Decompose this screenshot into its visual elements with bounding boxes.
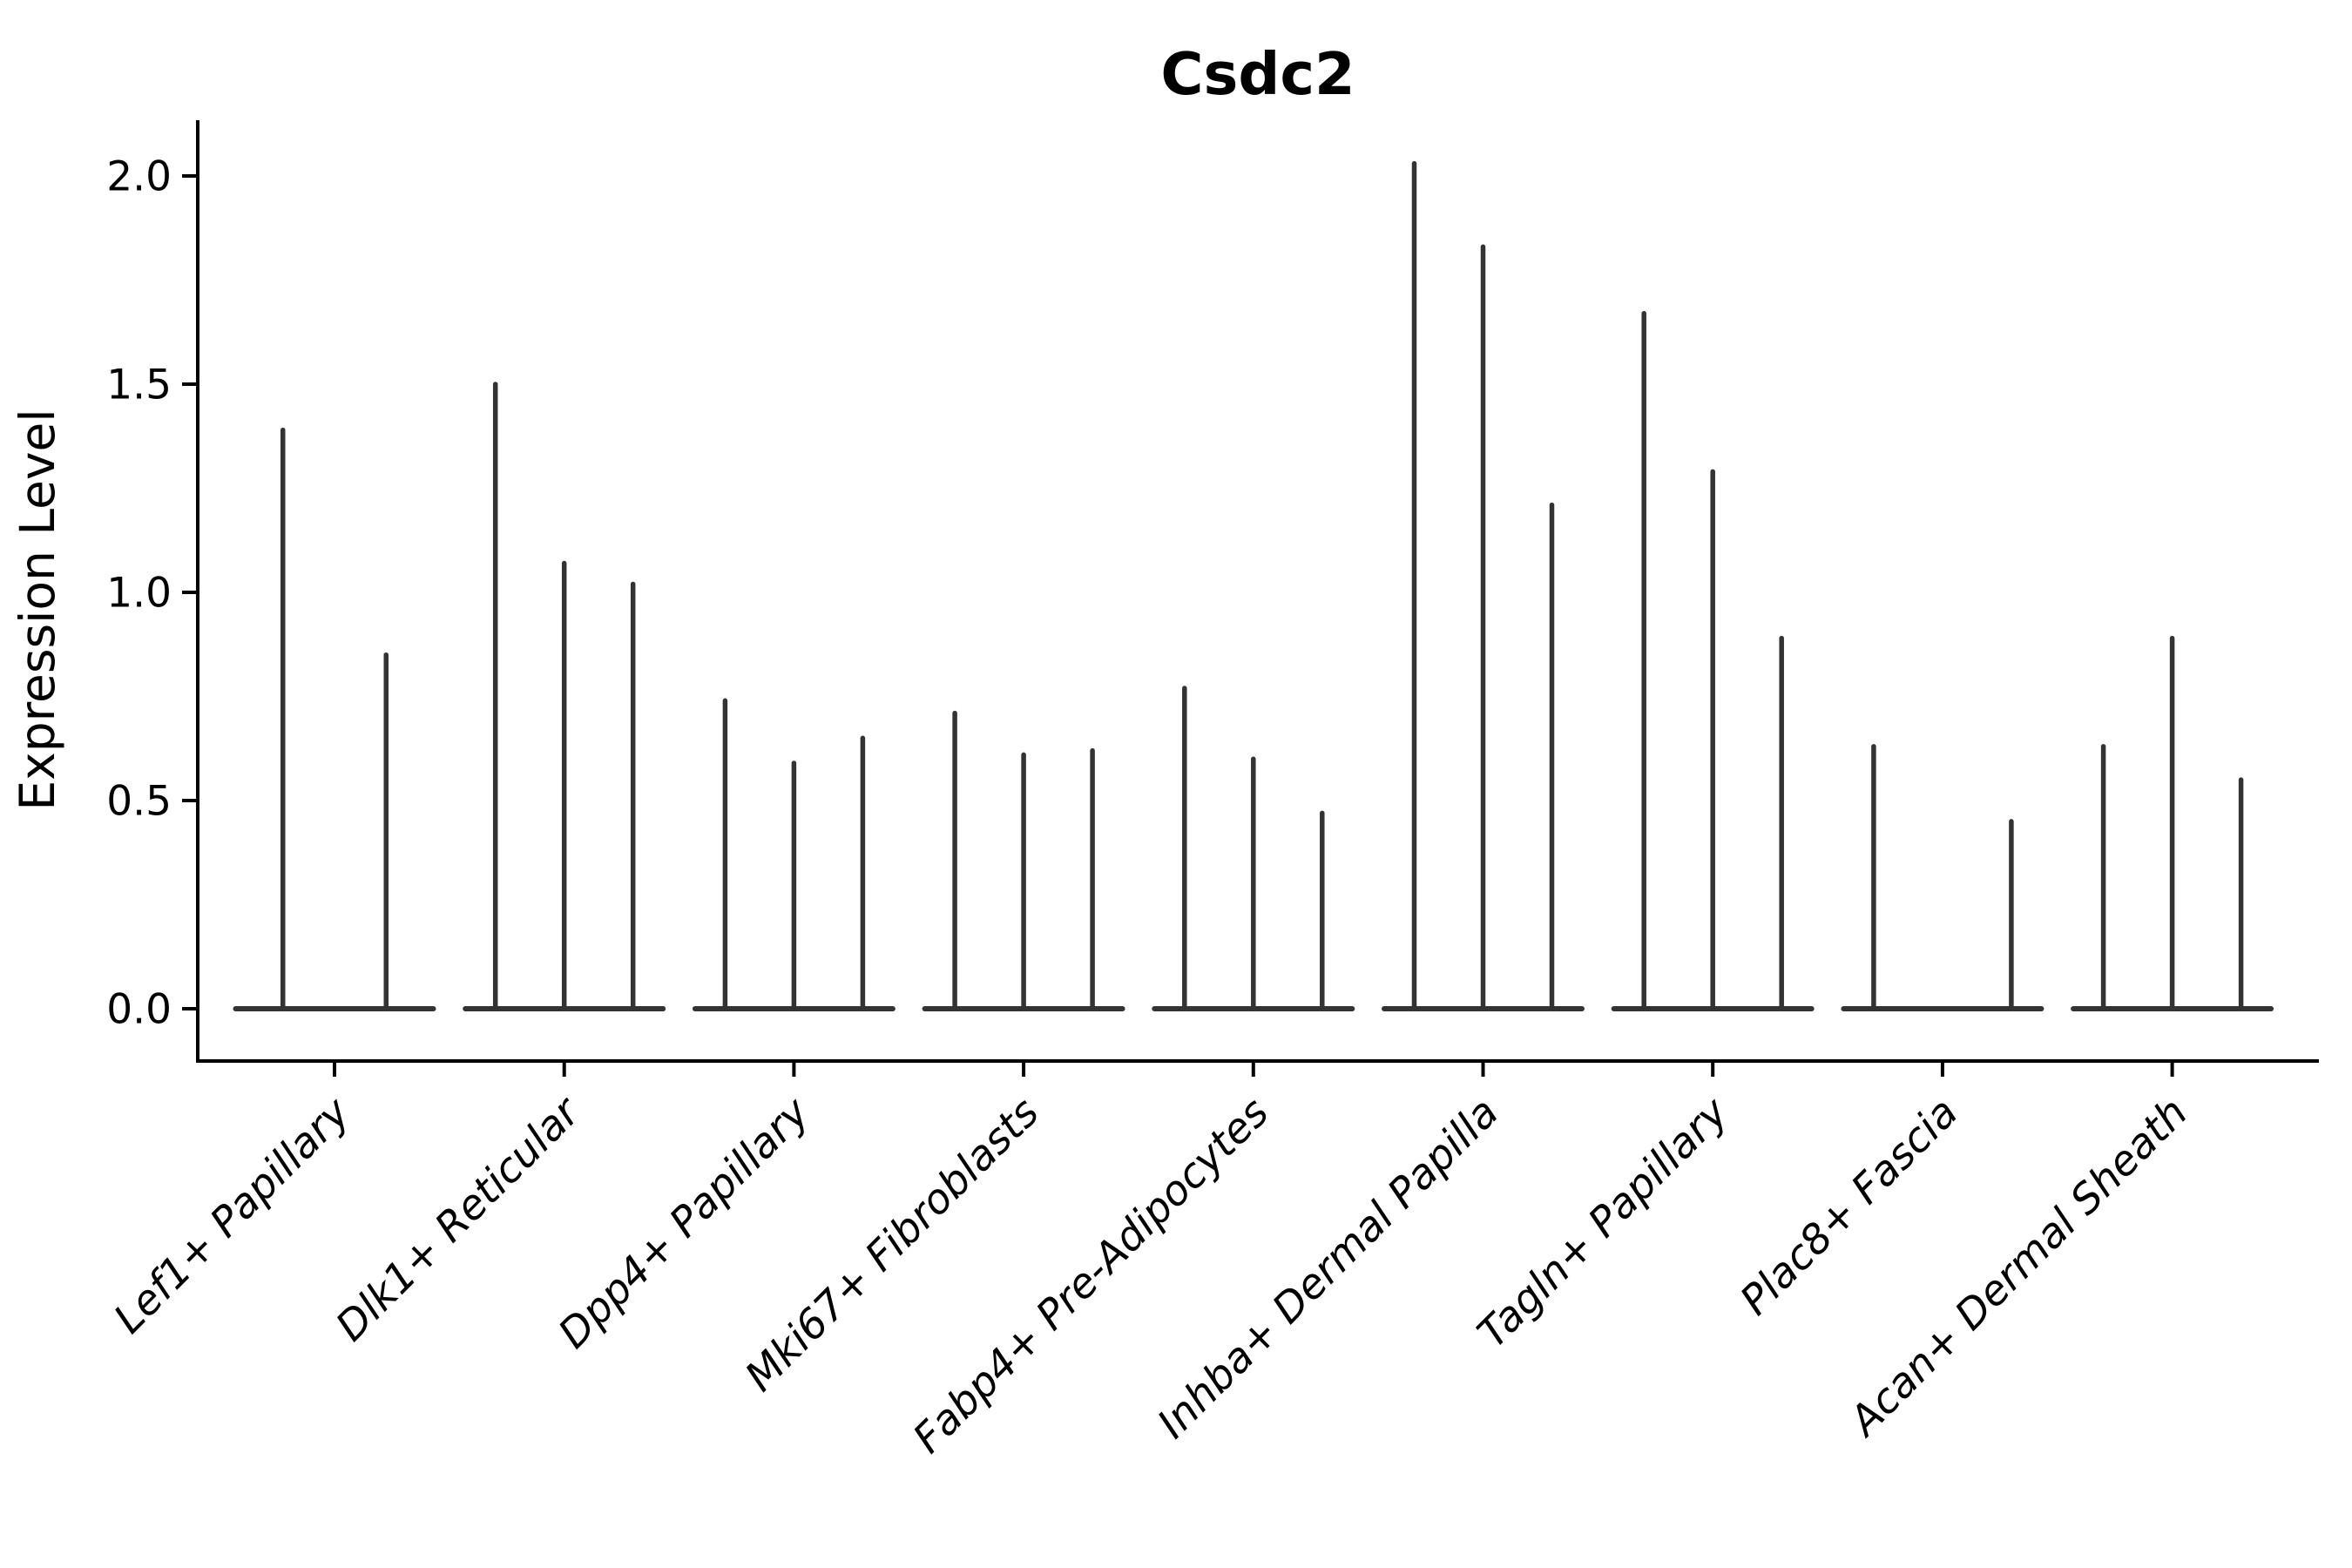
axes-layer xyxy=(182,120,2319,1077)
y-tick-label: 1.0 xyxy=(106,570,172,618)
x-tick-label: Tagln+ Papillary xyxy=(1469,1088,1739,1358)
x-tick-label: Lef1+ Papillary xyxy=(105,1088,360,1343)
y-tick-label: 0.5 xyxy=(106,778,172,826)
x-tick-label: Dlk1+ Reticular xyxy=(327,1087,591,1351)
y-tick-label: 0.0 xyxy=(106,986,172,1034)
y-tick-label: 2.0 xyxy=(106,153,172,201)
violins-layer xyxy=(233,160,2274,1011)
chart-title: Csdc2 xyxy=(1160,40,1355,108)
x-tick-label: Dpp4+ Papillary xyxy=(550,1088,820,1358)
y-tick-label: 1.5 xyxy=(106,362,172,409)
y-axis-label: Expression Level xyxy=(10,409,65,810)
x-tick-label: Plac8+ Fascia xyxy=(1731,1089,1967,1325)
